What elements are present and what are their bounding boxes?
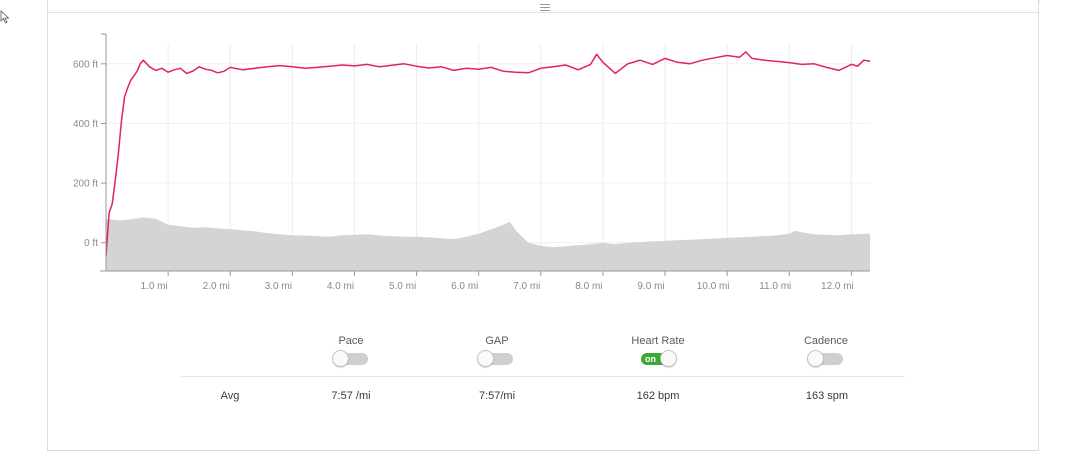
- x-tick-label: 11.0 mi: [759, 281, 791, 292]
- x-tick-label: 5.0 mi: [389, 281, 416, 292]
- x-tick-label: 9.0 mi: [637, 281, 664, 292]
- y-tick-label: 200 ft: [73, 179, 98, 190]
- x-tick-label: 4.0 mi: [327, 281, 354, 292]
- x-axis-labels: 1.0 mi 2.0 mi 3.0 mi 4.0 mi 5.0 mi 6.0 mi 7.0 …: [140, 281, 853, 292]
- x-tick-label: 10.0 mi: [697, 281, 730, 292]
- toggle-knob: [660, 350, 677, 367]
- heart-rate-line: [105, 51, 871, 257]
- toggle-knob: [332, 350, 349, 367]
- mouse-cursor-icon: [0, 10, 10, 24]
- toggle-knob: [477, 350, 494, 367]
- cadence-toggle[interactable]: on: [807, 350, 843, 367]
- panel-divider: [48, 12, 1038, 13]
- x-tick-label: 6.0 mi: [451, 281, 478, 292]
- x-tick-label: 3.0 mi: [265, 281, 292, 292]
- chart-axes: [100, 33, 870, 276]
- pace-toggle[interactable]: on: [332, 350, 368, 367]
- elevation-panel: [47, 0, 1039, 451]
- y-tick-label: 400 ft: [73, 119, 98, 130]
- gap-toggle[interactable]: on: [477, 350, 513, 367]
- x-tick-label: 2.0 mi: [203, 281, 230, 292]
- x-tick-label: 8.0 mi: [575, 281, 602, 292]
- toggle-knob: [807, 350, 824, 367]
- x-tick-label: 12.0 mi: [821, 281, 854, 292]
- elevation-chart: 600 ft 400 ft 200 ft 0 ft 1.0 mi 2.0 mi 3.0 m…: [73, 33, 871, 292]
- heart-rate-toggle[interactable]: on: [641, 350, 677, 367]
- y-axis-labels: 600 ft 400 ft 200 ft 0 ft: [73, 59, 98, 249]
- resize-handle-icon[interactable]: [540, 4, 550, 11]
- elevation-area: [106, 217, 870, 271]
- y-tick-label: 600 ft: [73, 59, 98, 70]
- toggle-on-text: on: [645, 354, 656, 364]
- y-tick-label: 0 ft: [84, 238, 98, 249]
- x-tick-label: 1.0 mi: [140, 281, 167, 292]
- x-tick-label: 7.0 mi: [513, 281, 540, 292]
